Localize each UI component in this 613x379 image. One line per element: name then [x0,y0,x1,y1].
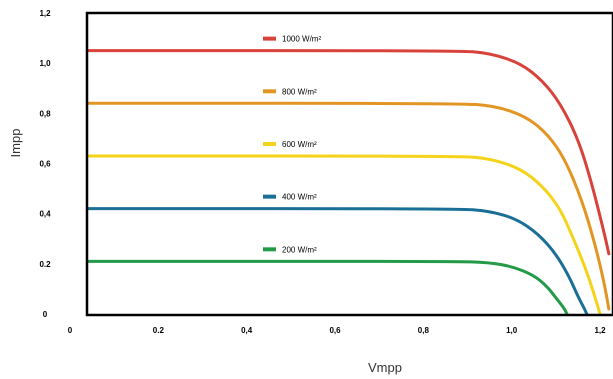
tick-layer: 0 0.2 0,4 0,6 0,8 1,0 1,2 0 0.2 0,4 0,6 0,8 1,0 1,2 [39,9,606,335]
y-tick-label: 0,8 [39,109,51,118]
legend-label-0: 1000 W/m² [282,35,321,44]
x-tick-label: 0,4 [241,326,253,335]
x-tick-label: 0,8 [418,326,430,335]
legend-label-4: 200 W/m² [282,245,317,254]
legend-swatch-3 [263,194,276,199]
legend-label-3: 400 W/m² [282,193,317,202]
y-tick-label: 0.2 [39,260,51,269]
series-line-1 [86,101,611,311]
y-tick-label: 0 [43,310,48,319]
x-tick-label: 0,6 [329,326,341,335]
legend-swatch-2 [263,141,276,146]
y-tick-label: 1,2 [39,9,51,18]
legend-layer: 1000 W/m² 800 W/m² 600 W/m² 400 W/m² 200 W/m… [263,35,321,254]
y-tick-label: 0,6 [39,160,51,169]
series-line-2 [86,154,602,316]
x-tick-label: 0.2 [153,326,165,335]
series-line-0 [86,49,611,256]
plot-frame [85,11,613,317]
y-tick-label: 1,0 [39,59,51,68]
series-line-4 [86,259,569,316]
legend-swatch-1 [263,89,276,94]
legend-swatch-4 [263,247,276,252]
legend-swatch-0 [263,36,276,41]
x-tick-label: 1,2 [594,326,606,335]
y-tick-label: 0,4 [39,210,51,219]
y-axis-label: Impp [8,129,23,158]
series-layer [86,49,611,316]
x-axis-label: Vmpp [368,360,402,375]
series-line-3 [86,207,589,316]
x-tick-label: 1,0 [506,326,518,335]
x-tick-label: 0 [68,326,73,335]
legend-label-1: 800 W/m² [282,87,317,96]
legend-label-2: 600 W/m² [282,140,317,149]
